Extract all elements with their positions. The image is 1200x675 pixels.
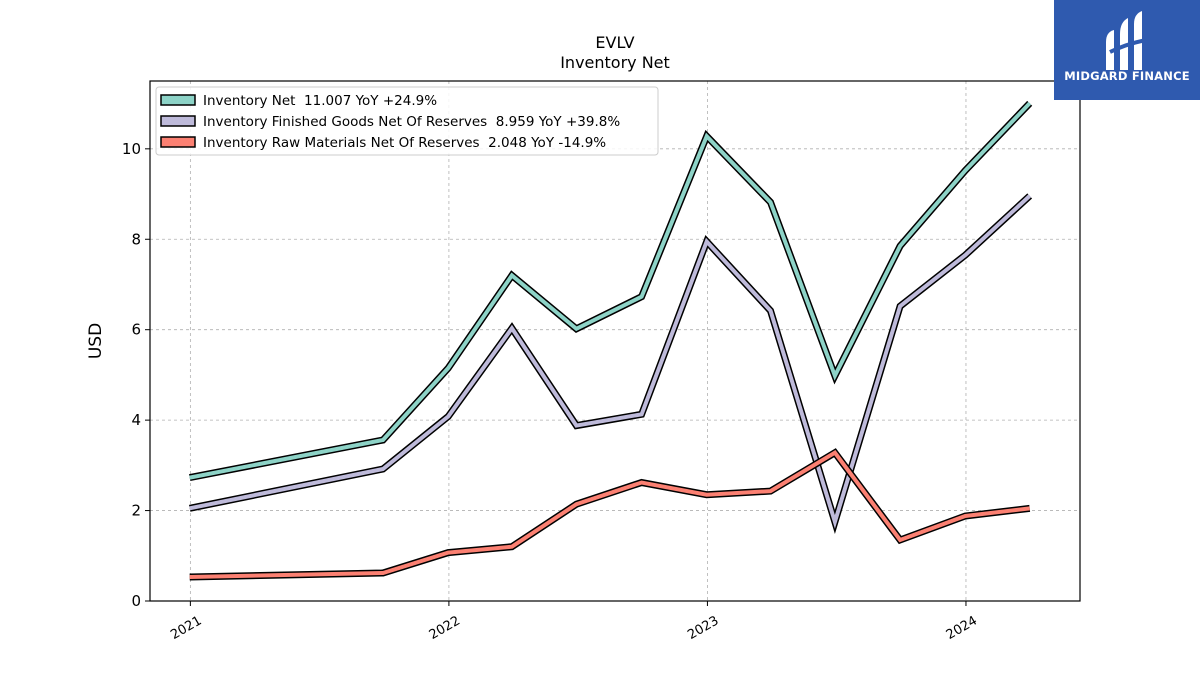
brand-logo: MIDGARD FINANCE (1054, 0, 1200, 100)
chart-subtitle: Inventory Net (560, 53, 670, 72)
y-tick-label: 4 (131, 411, 141, 429)
series-line-1 (189, 101, 1032, 480)
legend: Inventory Net 11.007 YoY +24.9% Inventory… (155, 86, 659, 156)
legend-swatch (160, 94, 196, 106)
x-tick-label: 2021 (168, 613, 204, 643)
grid (150, 81, 1080, 602)
legend-label: Inventory Finished Goods Net Of Reserves… (203, 114, 620, 130)
brand-mark-icon (1106, 11, 1147, 70)
y-tick-label: 8 (131, 230, 141, 248)
legend-swatch (160, 115, 196, 127)
series-lines (189, 100, 1033, 581)
x-tick-label: 2023 (685, 613, 721, 643)
series-outline-3 (189, 448, 1031, 581)
y-axis-label: USD (86, 323, 106, 359)
x-tick-label: 2022 (427, 613, 463, 643)
legend-label: Inventory Raw Materials Net Of Reserves … (203, 135, 606, 151)
legend-swatch (160, 136, 196, 148)
y-tick-label: 0 (131, 592, 141, 610)
brand-name: MIDGARD FINANCE (1064, 69, 1190, 83)
chart-title: EVLV (595, 33, 634, 52)
legend-label: Inventory Net 11.007 YoY +24.9% (203, 93, 437, 109)
legend-box (155, 86, 659, 156)
y-tick-label: 2 (131, 502, 141, 520)
y-tick-label: 6 (131, 321, 141, 339)
y-tick-label: 10 (122, 140, 141, 158)
series-line-3 (189, 450, 1030, 579)
series-line-2 (189, 194, 1032, 529)
x-tick-label: 2024 (944, 613, 980, 643)
plot-frame (149, 80, 1081, 602)
